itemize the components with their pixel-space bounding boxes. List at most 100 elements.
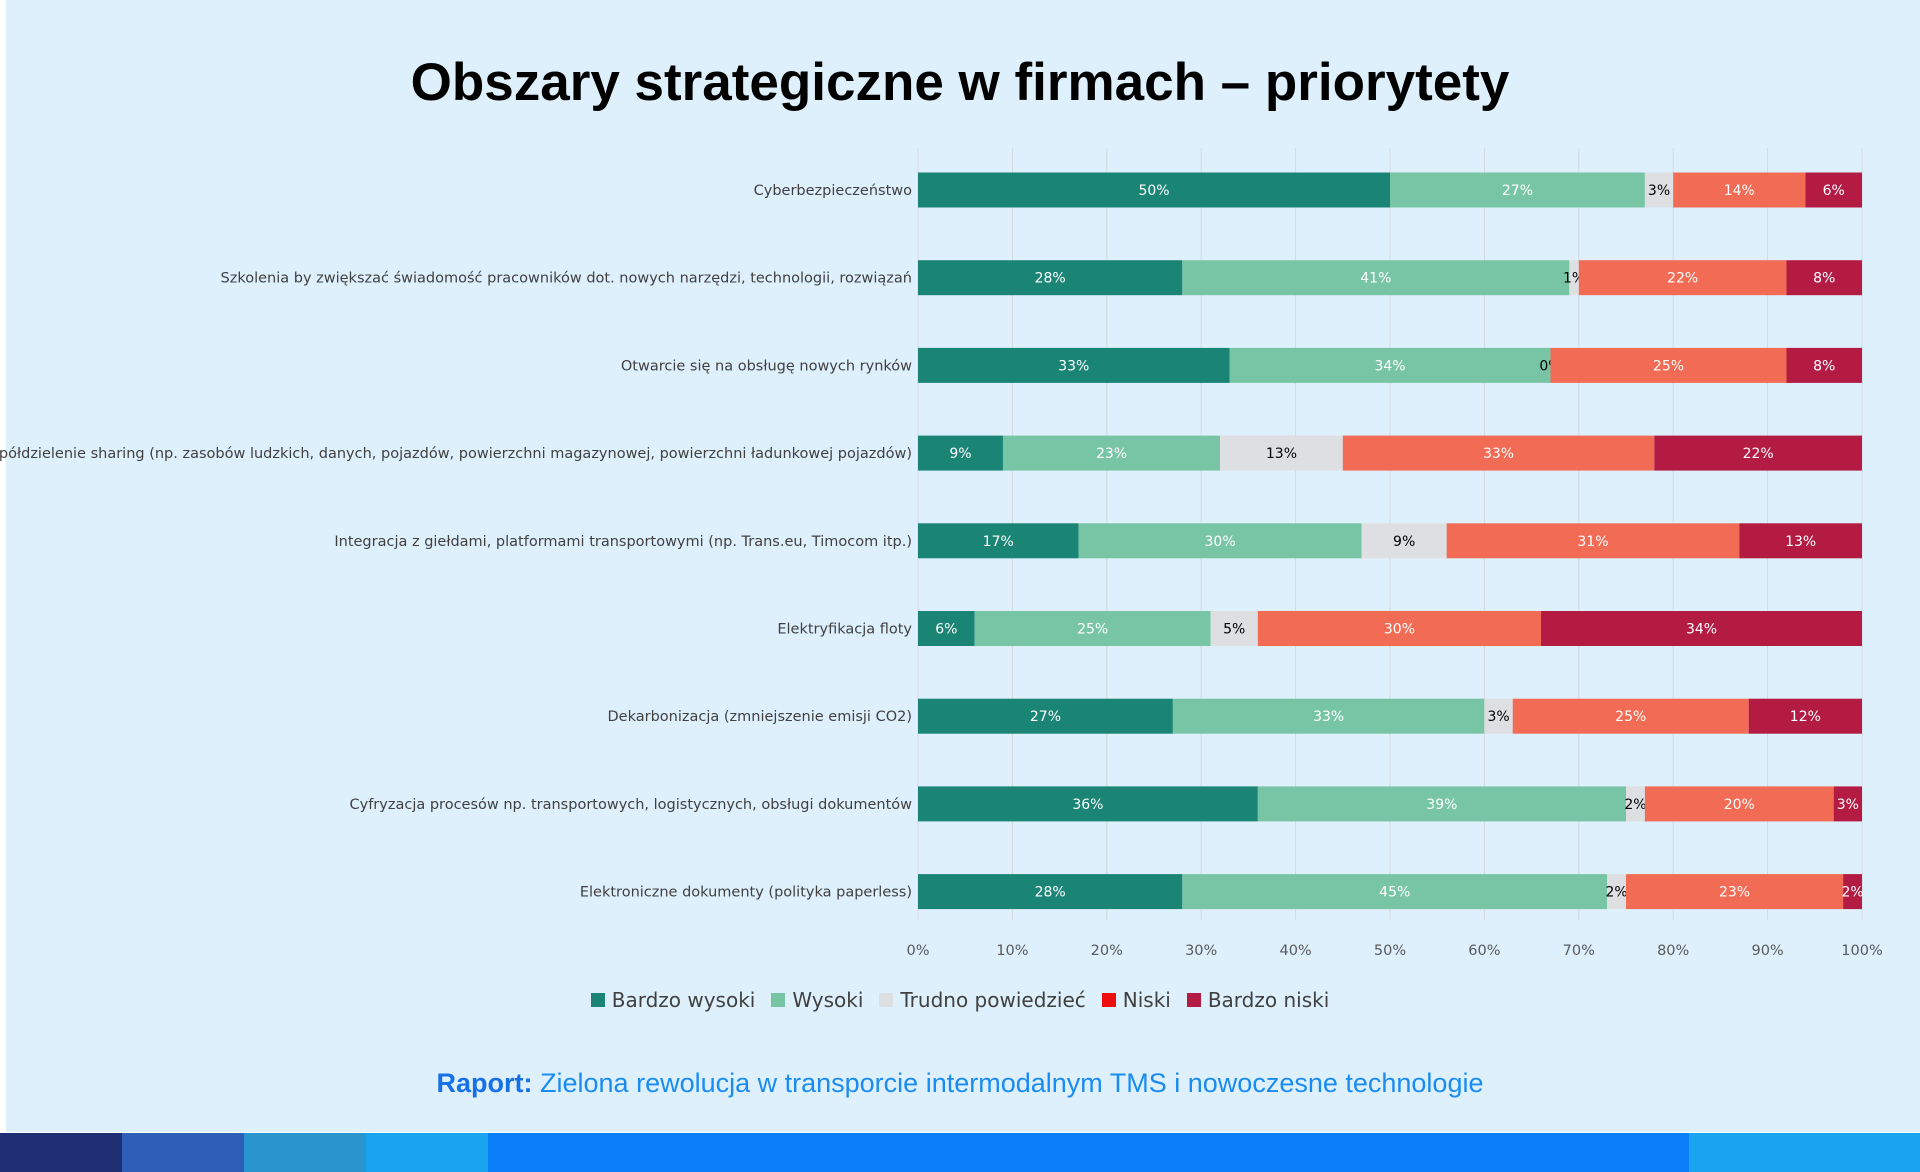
stripe-segment — [1689, 1133, 1920, 1172]
bar-segment — [1342, 435, 1655, 471]
data-label: 23% — [1719, 885, 1750, 901]
bar-segment — [918, 698, 1173, 734]
bar-segment — [1220, 435, 1343, 471]
bar-segment — [918, 260, 1183, 296]
data-label: 30% — [1205, 534, 1236, 550]
bar-segment — [1843, 874, 1862, 910]
report-footer: Raport: Zielona rewolucja w transporcie … — [0, 1068, 1920, 1099]
bar-segment — [1569, 260, 1579, 296]
bar-segment — [1626, 786, 1645, 822]
legend-item: Niski — [1101, 988, 1171, 1012]
bar-segment — [1210, 611, 1258, 646]
data-label: 5% — [1223, 622, 1245, 638]
data-label: 2% — [1605, 885, 1627, 901]
bar-segment — [918, 611, 975, 646]
data-label: 2% — [1841, 885, 1863, 901]
data-label: 13% — [1785, 534, 1816, 550]
data-label: 36% — [1072, 797, 1103, 813]
data-label: 33% — [1058, 358, 1089, 374]
x-tick-label: 20% — [1091, 943, 1123, 959]
legend-swatch — [1101, 993, 1116, 1007]
bar-segment — [918, 172, 1390, 208]
data-label: 33% — [1313, 709, 1344, 725]
data-label: 30% — [1384, 622, 1415, 638]
bar-segment — [918, 435, 1003, 471]
data-label: 17% — [983, 534, 1014, 550]
bar-segment — [1257, 611, 1542, 646]
category-label: Cyberbezpieczeństwo — [754, 183, 912, 199]
legend-item: Bardzo wysoki — [590, 988, 756, 1012]
data-label: 6% — [935, 622, 957, 638]
x-tick-label: 10% — [996, 943, 1028, 959]
stripe-segment — [366, 1133, 488, 1172]
bar-segment — [1257, 786, 1626, 822]
footer-text: Zielona rewolucja w transporcie intermod… — [532, 1068, 1484, 1098]
bar-segment — [1002, 435, 1221, 471]
category-label: Cyfryzacja procesów np. transportowych, … — [350, 797, 913, 813]
legend-label: Bardzo wysoki — [611, 988, 756, 1012]
data-label: 27% — [1030, 709, 1061, 725]
bar-segment — [1390, 172, 1645, 208]
legend-label: Trudno powiedzieć — [900, 988, 1086, 1012]
legend-swatch — [590, 993, 605, 1007]
data-label: 14% — [1724, 183, 1755, 199]
data-label: 34% — [1686, 622, 1717, 638]
x-tick-label: 60% — [1468, 943, 1500, 959]
bar-segment — [1182, 260, 1570, 296]
bar-segment — [918, 786, 1258, 822]
data-label: 28% — [1035, 271, 1066, 287]
category-label: Dekarbonizacja (zmniejszenie emisji CO2) — [608, 709, 912, 725]
bar-segment — [974, 611, 1211, 646]
bar-segment — [1361, 523, 1447, 559]
legend-label: Bardzo niski — [1207, 988, 1330, 1012]
legend-item: Trudno powiedzieć — [879, 988, 1086, 1012]
data-label: 34% — [1374, 358, 1405, 374]
data-label: 3% — [1648, 183, 1670, 199]
bar-segment — [1607, 874, 1626, 910]
data-label: 20% — [1724, 797, 1755, 813]
data-label: 13% — [1266, 446, 1297, 462]
data-label: 25% — [1615, 709, 1646, 725]
data-label: 8% — [1813, 271, 1835, 287]
bar-segment — [1786, 347, 1862, 383]
x-tick-label: 90% — [1751, 943, 1783, 959]
category-label: Otwarcie się na obsługę nowych rynków — [621, 358, 912, 374]
data-label: 33% — [1483, 446, 1514, 462]
decorative-stripe — [0, 1133, 1920, 1172]
bar-segment — [1484, 698, 1513, 734]
bar-segment — [918, 347, 1230, 383]
bar-segment — [918, 523, 1079, 559]
legend-label: Wysoki — [792, 988, 864, 1012]
category-label: Elektroniczne dokumenty (polityka paperl… — [580, 885, 912, 901]
data-label: 27% — [1502, 183, 1533, 199]
bar-segment — [1786, 260, 1862, 296]
bar-segment — [1626, 874, 1844, 910]
data-label: 31% — [1577, 534, 1608, 550]
stripe-segment — [122, 1133, 244, 1172]
bar-segment — [1182, 874, 1608, 910]
chart-title: Obszary strategiczne w firmach – prioryt… — [410, 53, 1510, 112]
stripe-segment — [244, 1133, 366, 1172]
bar-segment — [1644, 172, 1674, 208]
bar-segment — [918, 874, 1183, 910]
bar-segment — [1446, 523, 1740, 559]
footer-label: Raport: — [436, 1068, 533, 1098]
bar-segment — [1739, 523, 1862, 559]
bar-segment — [1229, 347, 1551, 383]
bar-segment — [1512, 698, 1749, 734]
x-tick-label: 100% — [1841, 943, 1882, 959]
data-label: 22% — [1743, 446, 1774, 462]
bar-segment — [1644, 786, 1834, 822]
data-label: 9% — [1393, 534, 1415, 550]
legend-swatch — [771, 993, 786, 1007]
data-label: 9% — [949, 446, 971, 462]
data-label: 45% — [1379, 885, 1410, 901]
data-label: 3% — [1487, 709, 1509, 725]
stripe-segment — [0, 1133, 122, 1172]
x-tick-label: 0% — [906, 943, 929, 959]
x-tick-label: 70% — [1563, 943, 1595, 959]
category-label: Współdzielenie sharing (np. zasobów ludz… — [0, 446, 912, 462]
stacked-bar-chart: 0% 10% 20% 30% 40% 50% 60% 70% 80% 90% 100% Cyberbe… — [0, 148, 1883, 959]
data-label: 25% — [1653, 358, 1684, 374]
chart-legend: Bardzo wysoki Wysoki Trudno powiedzieć Nisk… — [0, 988, 1920, 1012]
